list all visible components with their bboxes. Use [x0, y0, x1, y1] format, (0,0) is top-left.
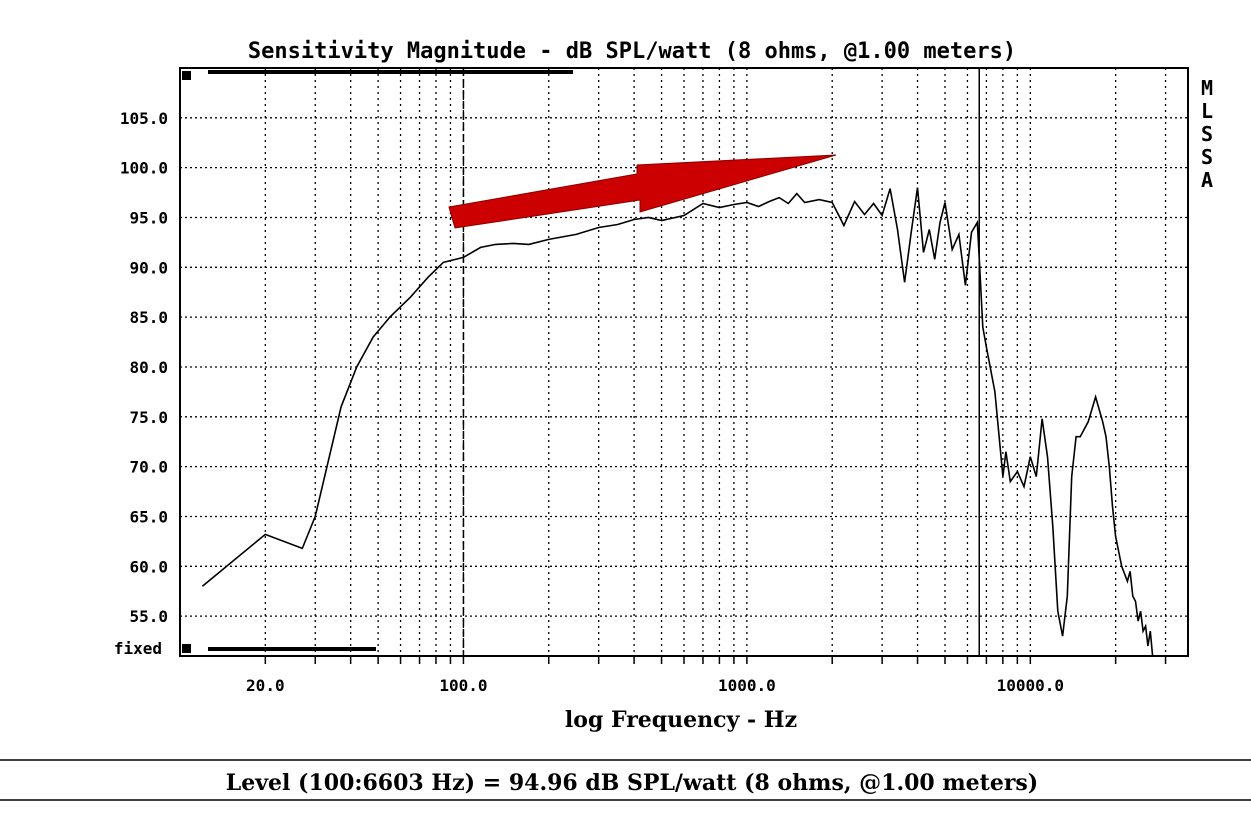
y-axis: 105.0 100.0 95.0 90.0 85.0 80.0 75.0 70.0 65.0 60…: [114, 109, 168, 658]
chart-title: Sensitivity Magnitude - dB SPL/watt (8 o…: [248, 39, 1016, 64]
level-readout: Level (100:6603 Hz) = 94.96 dB SPL/watt …: [226, 770, 1038, 796]
red-arrow: [448, 154, 837, 229]
bottom-left-handle[interactable]: [182, 644, 191, 653]
side-letter: S: [1201, 122, 1213, 146]
x-axis: 20.0 100.0 1000.0 10000.0: [246, 676, 1064, 695]
y-bottom-label: fixed: [114, 639, 162, 658]
y-tick-label: 75.0: [129, 408, 168, 427]
y-tick-label: 70.0: [129, 458, 168, 477]
top-left-handle[interactable]: [182, 71, 191, 80]
side-letter: M: [1201, 76, 1213, 100]
top-scrollbar[interactable]: [208, 70, 573, 74]
y-tick-label: 85.0: [129, 308, 168, 327]
y-tick-label: 105.0: [120, 109, 168, 128]
y-tick-label: 100.0: [120, 159, 168, 178]
x-tick-label: 10000.0: [997, 676, 1064, 695]
x-axis-label: log Frequency - Hz: [565, 707, 797, 733]
grid: [180, 68, 1188, 664]
side-letter: A: [1201, 168, 1213, 192]
markers: [462, 68, 980, 656]
y-tick-label: 55.0: [129, 607, 168, 626]
series-line: [201, 187, 1154, 657]
y-tick-label: 80.0: [129, 358, 168, 377]
side-letter: S: [1201, 145, 1213, 169]
x-tick-label: 1000.0: [718, 676, 776, 695]
x-tick-label: 100.0: [439, 676, 487, 695]
y-tick-label: 60.0: [129, 557, 168, 576]
x-tick-label: 20.0: [246, 676, 285, 695]
y-tick-label: 90.0: [129, 258, 168, 277]
bottom-scrollbar[interactable]: [208, 647, 376, 651]
side-letter: L: [1201, 99, 1213, 123]
y-tick-label: 95.0: [129, 208, 168, 227]
y-tick-label: 65.0: [129, 507, 168, 526]
